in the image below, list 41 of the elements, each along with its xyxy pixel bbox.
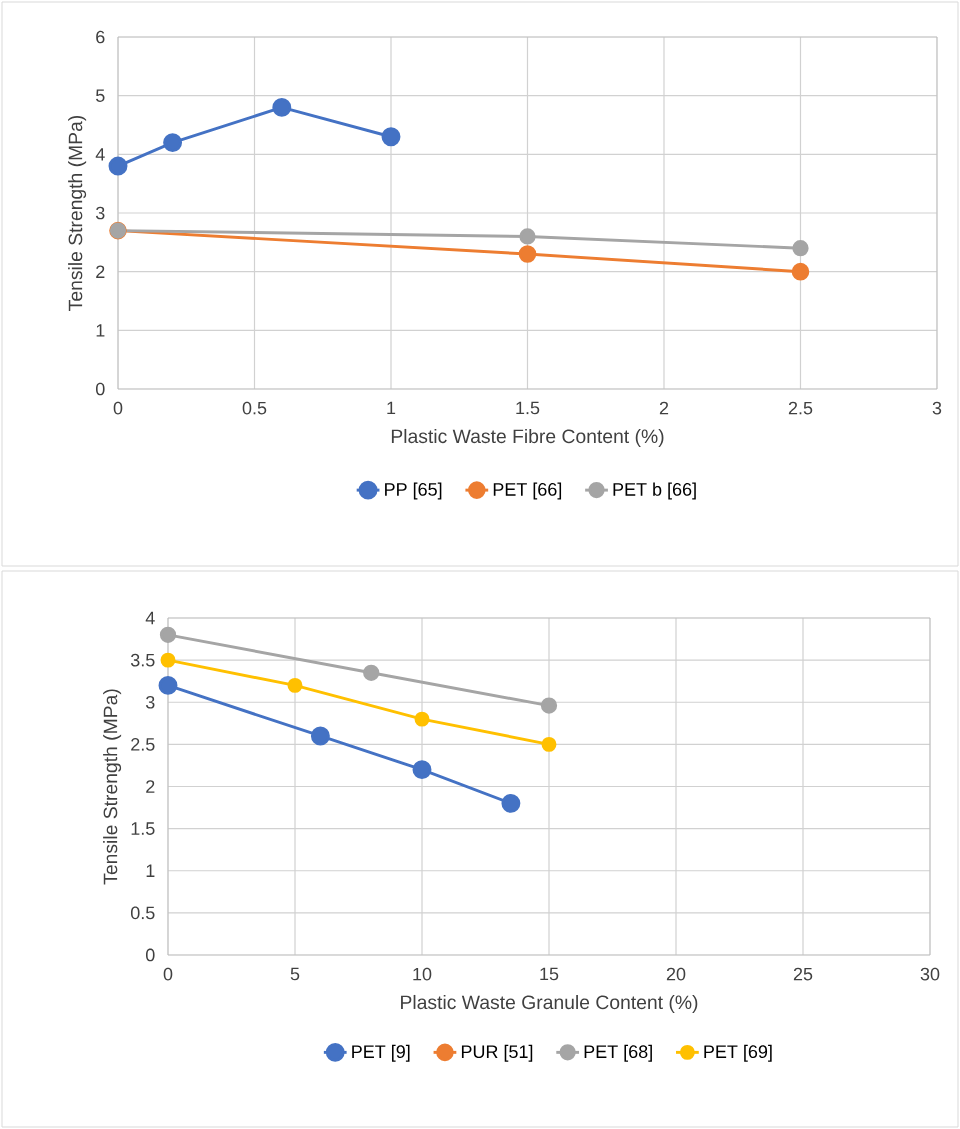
x-tick-label: 5 <box>290 967 300 981</box>
x-axis-title: Plastic Waste Granule Content (%) <box>401 994 698 1013</box>
x-tick-label: 1 <box>387 401 396 415</box>
y-tick-label: 3 <box>145 695 155 709</box>
legend-label: PET [66] <box>493 482 562 500</box>
legend-label: PET [9] <box>352 1044 410 1062</box>
legend-label: PET b [66] <box>613 482 696 500</box>
x-tick-label: 2 <box>659 401 669 415</box>
y-tick-label: 0 <box>145 948 155 962</box>
x-tick-label: 20 <box>666 967 686 981</box>
y-tick-label: 4 <box>145 611 155 625</box>
y-tick-label: 1.5 <box>131 822 155 835</box>
x-tick-label: 30 <box>920 967 940 981</box>
y-tick-label: 0.5 <box>130 906 155 920</box>
legend-label: PUR [51] <box>461 1044 533 1062</box>
x-tick-label: 3 <box>932 401 942 415</box>
y-tick-label: 5 <box>95 89 105 102</box>
x-tick-label: 2.5 <box>788 401 813 415</box>
legend-label: PET [68] <box>584 1044 652 1062</box>
x-tick-label: 0 <box>163 967 173 981</box>
y-tick-label: 2 <box>96 265 105 278</box>
legend-label: PP [65] <box>385 482 442 500</box>
x-tick-label: 0 <box>113 401 123 415</box>
x-tick-label: 15 <box>540 967 559 981</box>
y-tick-label: 6 <box>96 30 105 44</box>
x-axis-title: Plastic Waste Fibre Content (%) <box>391 428 664 447</box>
y-tick-label: 4 <box>95 148 105 161</box>
y-tick-label: 3.5 <box>130 653 155 667</box>
y-tick-label: 2.5 <box>131 738 155 751</box>
y-tick-label: 0 <box>95 382 105 396</box>
y-tick-label: 1 <box>146 864 155 877</box>
y-axis-title: Tensile Strength (MPa) <box>68 115 87 311</box>
y-axis-title: Tensile Strength (MPa) <box>103 689 122 885</box>
y-tick-label: 3 <box>95 206 105 220</box>
y-tick-label: 1 <box>96 324 105 337</box>
x-tick-label: 1.5 <box>516 401 540 415</box>
x-tick-label: 10 <box>413 967 432 981</box>
x-tick-label: 0.5 <box>242 401 267 415</box>
y-tick-label: 2 <box>146 780 155 793</box>
x-tick-label: 25 <box>793 967 813 981</box>
legend-label: PET [69] <box>704 1044 772 1062</box>
